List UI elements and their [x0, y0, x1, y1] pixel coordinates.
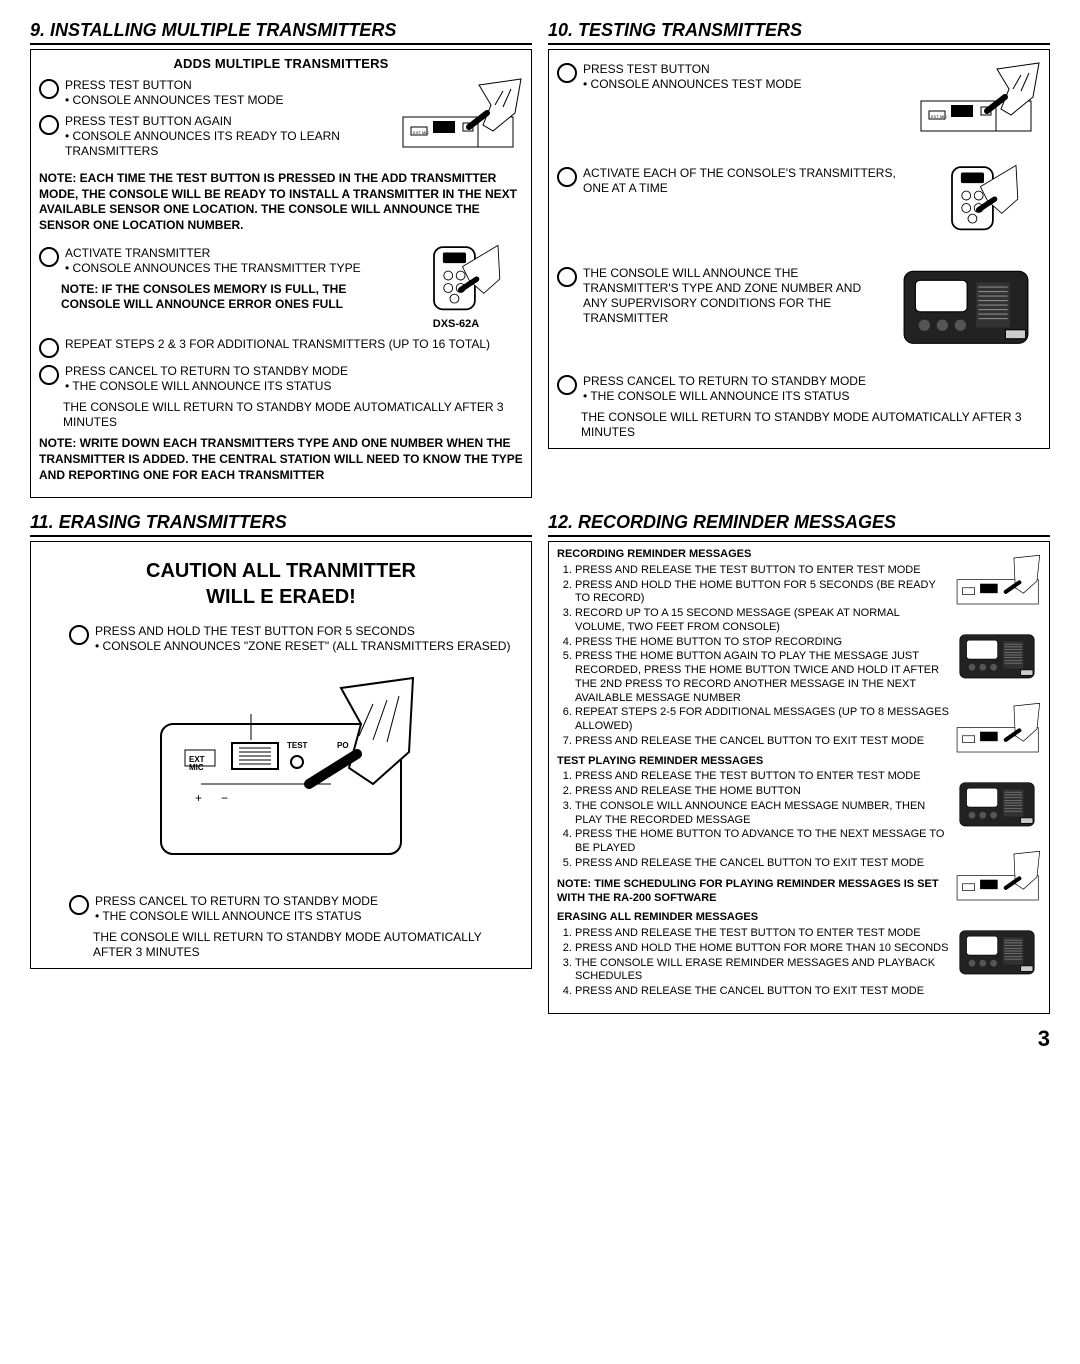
illustration-top-hand	[953, 696, 1041, 762]
caution-heading: CAUTION ALL TRANMITTER WILL E ERAED!	[39, 558, 523, 610]
list-item: PRESS AND RELEASE THE TEST BUTTON TO ENT…	[575, 564, 949, 578]
illustration-top-hand	[953, 548, 1041, 614]
section-9-panel: ADDS MULTIPLE TRANSMITTERS PRESS TEST BU…	[30, 49, 532, 498]
s9-step1-sub: • CONSOLE ANNOUNCES TEST MODE	[65, 93, 389, 108]
s10-step2-main: ACTIVATE EACH OF THE CONSOLE'S TRANSMITT…	[583, 166, 907, 196]
caution-line2: WILL E ERAED!	[206, 586, 356, 608]
s10-step4-sub: • THE CONSOLE WILL ANNOUNCE ITS STATUS	[583, 389, 1041, 404]
illustration-console-large	[141, 664, 421, 884]
list-item: THE CONSOLE WILL ANNOUNCE EACH MESSAGE N…	[575, 800, 949, 828]
s12-figures	[953, 548, 1041, 1005]
section-10-title: 10. TESTING TRANSMITTERS	[548, 20, 1050, 45]
s9-step3-main: ACTIVATE TRANSMITTER	[65, 246, 389, 261]
s10-auto: THE CONSOLE WILL RETURN TO STANDBY MODE …	[581, 410, 1041, 440]
s9-auto: THE CONSOLE WILL RETURN TO STANDBY MODE …	[63, 400, 523, 430]
illustration-console	[953, 918, 1041, 984]
s11-step2-sub: • THE CONSOLE WILL ANNOUNCE ITS STATUS	[95, 909, 523, 924]
illustration-press-button	[911, 56, 1041, 146]
caution-line1: CAUTION ALL TRANMITTER	[146, 560, 416, 582]
step-marker	[39, 79, 59, 99]
s10-step3-main: THE CONSOLE WILL ANNOUNCE THE TRANSMITTE…	[583, 266, 887, 326]
illustration-console	[891, 260, 1041, 350]
section-11-panel: CAUTION ALL TRANMITTER WILL E ERAED! PRE…	[30, 541, 532, 969]
s9-step2-main: PRESS TEST BUTTON AGAIN	[65, 114, 389, 129]
s9-step5-sub: • THE CONSOLE WILL ANNOUNCE ITS STATUS	[65, 379, 523, 394]
section-9: 9. INSTALLING MULTIPLE TRANSMITTERS ADDS…	[30, 20, 532, 498]
illustration-keyfob	[393, 240, 523, 320]
step-marker	[557, 375, 577, 395]
section-10-panel: PRESS TEST BUTTON • CONSOLE ANNOUNCES TE…	[548, 49, 1050, 449]
list-item: PRESS AND HOLD THE HOME BUTTON FOR MORE …	[575, 942, 949, 956]
list-item: PRESS AND RELEASE THE HOME BUTTON	[575, 785, 949, 799]
step-marker	[557, 267, 577, 287]
s9-step5-main: PRESS CANCEL TO RETURN TO STANDBY MODE	[65, 364, 523, 379]
illustration-top-hand	[953, 844, 1041, 910]
section-11: 11. ERASING TRANSMITTERS CAUTION ALL TRA…	[30, 512, 532, 1014]
s9-step3-sub: • CONSOLE ANNOUNCES THE TRANSMITTER TYPE	[65, 261, 389, 276]
s9-subheader: ADDS MULTIPLE TRANSMITTERS	[39, 56, 523, 72]
section-12: 12. RECORDING REMINDER MESSAGES RECORDIN…	[548, 512, 1050, 1014]
s12-erase-header: ERASING ALL REMINDER MESSAGES	[557, 911, 949, 925]
s9-note3: NOTE: WRITE DOWN EACH TRANSMITTERS TYPE …	[39, 436, 523, 483]
step-marker	[557, 167, 577, 187]
s12-test-list: PRESS AND RELEASE THE TEST BUTTON TO ENT…	[557, 770, 949, 870]
list-item: PRESS THE HOME BUTTON TO ADVANCE TO THE …	[575, 828, 949, 856]
s10-step4-main: PRESS CANCEL TO RETURN TO STANDBY MODE	[583, 374, 1041, 389]
device-label: DXS-62A	[389, 318, 523, 332]
s11-step2-main: PRESS CANCEL TO RETURN TO STANDBY MODE	[95, 894, 523, 909]
illustration-console	[953, 622, 1041, 688]
s11-auto: THE CONSOLE WILL RETURN TO STANDBY MODE …	[93, 930, 523, 960]
s9-note1: NOTE: EACH TIME THE TEST BUTTON IS PRESS…	[39, 171, 523, 233]
list-item: PRESS THE HOME BUTTON TO STOP RECORDING	[575, 636, 949, 650]
step-marker	[39, 115, 59, 135]
page-grid: 9. INSTALLING MULTIPLE TRANSMITTERS ADDS…	[30, 20, 1050, 1014]
section-12-panel: RECORDING REMINDER MESSAGES PRESS AND RE…	[548, 541, 1050, 1014]
s11-step1-main: PRESS AND HOLD THE TEST BUTTON FOR 5 SEC…	[95, 624, 523, 639]
s11-step1-sub: • CONSOLE ANNOUNCES "ZONE RESET" (ALL TR…	[95, 639, 523, 654]
illustration-keyfob	[911, 160, 1041, 240]
s10-step1-main: PRESS TEST BUTTON	[583, 62, 907, 77]
step-marker	[39, 365, 59, 385]
s12-rec-header: RECORDING REMINDER MESSAGES	[557, 548, 949, 562]
s9-step1-main: PRESS TEST BUTTON	[65, 78, 389, 93]
list-item: PRESS AND RELEASE THE CANCEL BUTTON TO E…	[575, 985, 949, 999]
s12-rec-list: PRESS AND RELEASE THE TEST BUTTON TO ENT…	[557, 564, 949, 749]
step-marker	[69, 895, 89, 915]
page-number: 3	[30, 1026, 1050, 1052]
step-marker	[69, 625, 89, 645]
s12-note: NOTE: TIME SCHEDULING FOR PLAYING REMIND…	[557, 877, 949, 906]
list-item: THE CONSOLE WILL ERASE REMINDER MESSAGES…	[575, 957, 949, 985]
list-item: PRESS AND RELEASE THE CANCEL BUTTON TO E…	[575, 857, 949, 871]
s9-note2: NOTE: IF THE CONSOLES MEMORY IS FULL, TH…	[61, 282, 389, 313]
list-item: PRESS AND RELEASE THE CANCEL BUTTON TO E…	[575, 735, 949, 749]
list-item: REPEAT STEPS 2-5 FOR ADDITIONAL MESSAGES…	[575, 706, 949, 734]
section-11-title: 11. ERASING TRANSMITTERS	[30, 512, 532, 537]
step-marker	[39, 338, 59, 358]
s12-test-header: TEST PLAYING REMINDER MESSAGES	[557, 755, 949, 769]
section-9-title: 9. INSTALLING MULTIPLE TRANSMITTERS	[30, 20, 532, 45]
section-12-title: 12. RECORDING REMINDER MESSAGES	[548, 512, 1050, 537]
list-item: PRESS AND HOLD THE HOME BUTTON FOR 5 SEC…	[575, 579, 949, 607]
s10-step1-sub: • CONSOLE ANNOUNCES TEST MODE	[583, 77, 907, 92]
illustration-console	[953, 770, 1041, 836]
step-marker	[557, 63, 577, 83]
list-item: PRESS AND RELEASE THE TEST BUTTON TO ENT…	[575, 770, 949, 784]
section-10: 10. TESTING TRANSMITTERS PRESS TEST BUTT…	[548, 20, 1050, 498]
s9-step4-main: REPEAT STEPS 2 & 3 FOR ADDITIONAL TRANSM…	[65, 337, 523, 352]
list-item: PRESS AND RELEASE THE TEST BUTTON TO ENT…	[575, 927, 949, 941]
list-item: PRESS THE HOME BUTTON AGAIN TO PLAY THE …	[575, 650, 949, 705]
s12-erase-list: PRESS AND RELEASE THE TEST BUTTON TO ENT…	[557, 927, 949, 999]
illustration-press-button	[393, 72, 523, 162]
step-marker	[39, 247, 59, 267]
list-item: RECORD UP TO A 15 SECOND MESSAGE (SPEAK …	[575, 607, 949, 635]
s9-step2-sub: • CONSOLE ANNOUNCES ITS READY TO LEARN T…	[65, 129, 389, 159]
